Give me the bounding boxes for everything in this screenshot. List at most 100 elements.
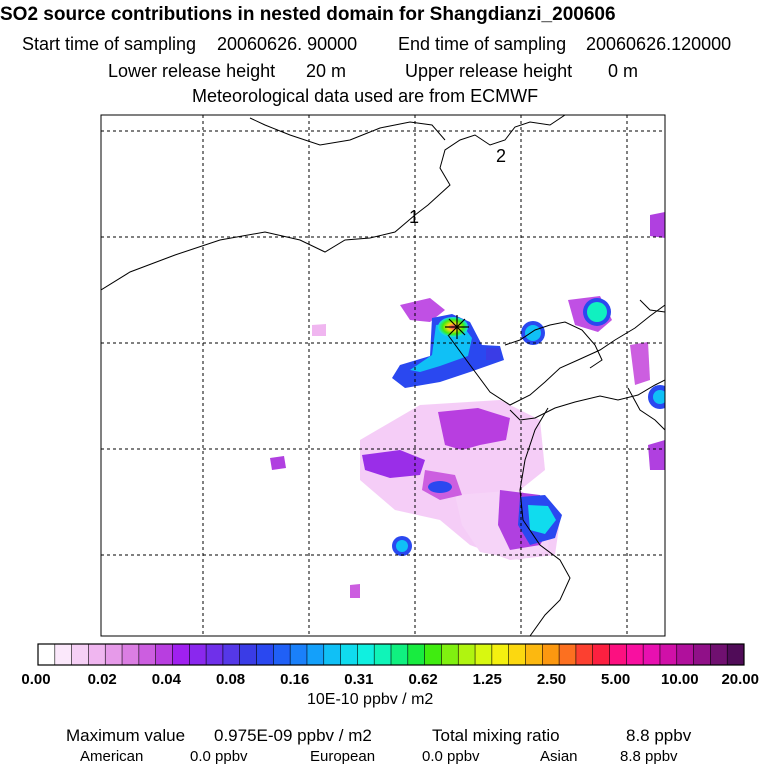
colorbar-swatch bbox=[222, 644, 241, 665]
colorbar-swatch bbox=[441, 644, 459, 665]
colorbar-unit-label: 10E-10 ppbv / m2 bbox=[307, 691, 434, 708]
colorbar-tick-labels: 0.00 0.02 0.04 0.08 0.16 0.31 0.62 1.25 2.50 5.00… bbox=[21, 671, 759, 688]
coastline-north-border bbox=[101, 115, 566, 291]
colorbar-swatch bbox=[340, 644, 358, 665]
colorbar-swatch bbox=[122, 644, 140, 665]
colorbar-swatch bbox=[458, 644, 476, 665]
max-value: 0.975E-09 ppbv / m2 bbox=[214, 726, 372, 745]
colorbar-swatch bbox=[609, 644, 627, 665]
colorbar-swatch bbox=[592, 644, 611, 665]
american-value: 0.0 ppbv bbox=[190, 748, 248, 765]
field-spot-small bbox=[486, 348, 500, 360]
asian-label: Asian bbox=[540, 748, 578, 765]
field-core-south-cyan bbox=[528, 505, 556, 534]
colorbar-swatch bbox=[626, 644, 644, 665]
met-data-line: Meteorological data used are from ECMWF bbox=[192, 86, 539, 106]
upper-release-value: 0 m bbox=[608, 61, 639, 81]
end-time-label: End time of sampling bbox=[398, 34, 567, 54]
colorbar-swatch bbox=[206, 644, 224, 665]
chart-title: SO2 source contributions in nested domai… bbox=[0, 4, 616, 25]
colorbar-tick-label: 10.00 bbox=[661, 671, 699, 688]
colorbar-swatch bbox=[239, 644, 258, 665]
start-time-value: 20060626. 90000 bbox=[217, 34, 358, 54]
lat-lon-grid bbox=[101, 115, 665, 636]
european-label: European bbox=[310, 748, 376, 765]
colorbar-tick-label: 0.02 bbox=[88, 671, 117, 688]
total-mixing-label: Total mixing ratio bbox=[432, 726, 560, 745]
colorbar-tick-label: 0.16 bbox=[280, 671, 309, 688]
colorbar-swatch bbox=[643, 644, 661, 665]
colorbar-swatch bbox=[374, 644, 392, 665]
field-purple-north bbox=[400, 298, 445, 322]
field-small-sw bbox=[350, 584, 360, 598]
colorbar-swatch bbox=[155, 644, 173, 665]
colorbar-swatch bbox=[172, 644, 190, 665]
lower-release-value: 20 m bbox=[306, 61, 347, 81]
colorbar-swatch bbox=[273, 644, 291, 665]
colorbar-tick-label: 0.04 bbox=[152, 671, 182, 688]
map-label-2: 2 bbox=[496, 146, 506, 166]
colorbar-tick-label: 20.00 bbox=[721, 671, 759, 688]
field-small-nw bbox=[312, 324, 326, 336]
field-spot-central bbox=[428, 481, 452, 493]
field-purple-east-edge3 bbox=[650, 212, 665, 238]
colorbar-swatch bbox=[54, 644, 73, 665]
colorbar-swatch bbox=[38, 644, 56, 665]
field-spot-east-edge-cyan bbox=[653, 390, 665, 404]
coastline-north-hook bbox=[249, 117, 446, 146]
colorbar-tick-label: 0.00 bbox=[21, 671, 50, 688]
total-mixing-value: 8.8 ppbv bbox=[626, 726, 692, 745]
colorbar-swatch bbox=[105, 644, 123, 665]
coastline-peninsula bbox=[504, 321, 603, 369]
colorbar-swatch bbox=[575, 644, 594, 665]
colorbar-tick-label: 2.50 bbox=[537, 671, 566, 688]
map-label-1: 1 bbox=[409, 207, 419, 227]
colorbar-swatch bbox=[727, 644, 745, 665]
start-time-label: Start time of sampling bbox=[22, 34, 197, 54]
coastline-south bbox=[519, 407, 571, 636]
american-label: American bbox=[80, 748, 144, 765]
map-area: 1 2 bbox=[101, 115, 665, 636]
field-small-west bbox=[270, 456, 286, 470]
colorbar-swatch bbox=[559, 644, 577, 665]
colorbar-swatch bbox=[306, 644, 325, 665]
colorbar-swatch bbox=[508, 644, 526, 665]
map-frame bbox=[100, 114, 666, 637]
colorbar-swatch bbox=[710, 644, 728, 665]
colorbar-swatch bbox=[290, 644, 308, 665]
colorbar-swatch bbox=[475, 644, 493, 665]
lower-release-label: Lower release height bbox=[108, 61, 276, 81]
coastline-east bbox=[627, 387, 665, 431]
colorbar-tick-label: 0.62 bbox=[408, 671, 437, 688]
colorbar-frame bbox=[37, 643, 745, 666]
max-value-label: Maximum value bbox=[66, 726, 186, 745]
field-purple-central bbox=[438, 408, 510, 450]
colorbar-swatch bbox=[542, 644, 560, 665]
field-spot-east-cyan bbox=[525, 325, 541, 341]
colorbar-swatch bbox=[138, 644, 157, 665]
colorbar-tick-label: 0.08 bbox=[216, 671, 245, 688]
concentration-field bbox=[270, 212, 665, 598]
colorbar-tick-label: 5.00 bbox=[601, 671, 630, 688]
colorbar-tick-label: 1.25 bbox=[473, 671, 502, 688]
european-value: 0.0 ppbv bbox=[422, 748, 480, 765]
colorbar-swatch bbox=[357, 644, 375, 665]
coastline-shandong bbox=[509, 379, 665, 421]
colorbar-swatch bbox=[323, 644, 342, 665]
colorbar-swatch bbox=[189, 644, 207, 665]
field-spot-sw-cyan bbox=[396, 540, 408, 552]
upper-release-label: Upper release height bbox=[405, 61, 573, 81]
colorbar-swatch bbox=[676, 644, 695, 665]
colorbar-swatch bbox=[693, 644, 711, 665]
coastline-bay bbox=[447, 304, 665, 406]
coastline-korea bbox=[639, 299, 665, 313]
colorbar-swatch bbox=[256, 644, 274, 665]
colorbar-swatch bbox=[424, 644, 442, 665]
field-purple-west bbox=[362, 450, 425, 478]
colorbar-swatch bbox=[491, 644, 510, 665]
colorbar-swatch bbox=[391, 644, 409, 665]
receptor-marker bbox=[445, 315, 469, 339]
colorbar-swatch bbox=[71, 644, 89, 665]
colorbar-swatch bbox=[407, 644, 426, 665]
